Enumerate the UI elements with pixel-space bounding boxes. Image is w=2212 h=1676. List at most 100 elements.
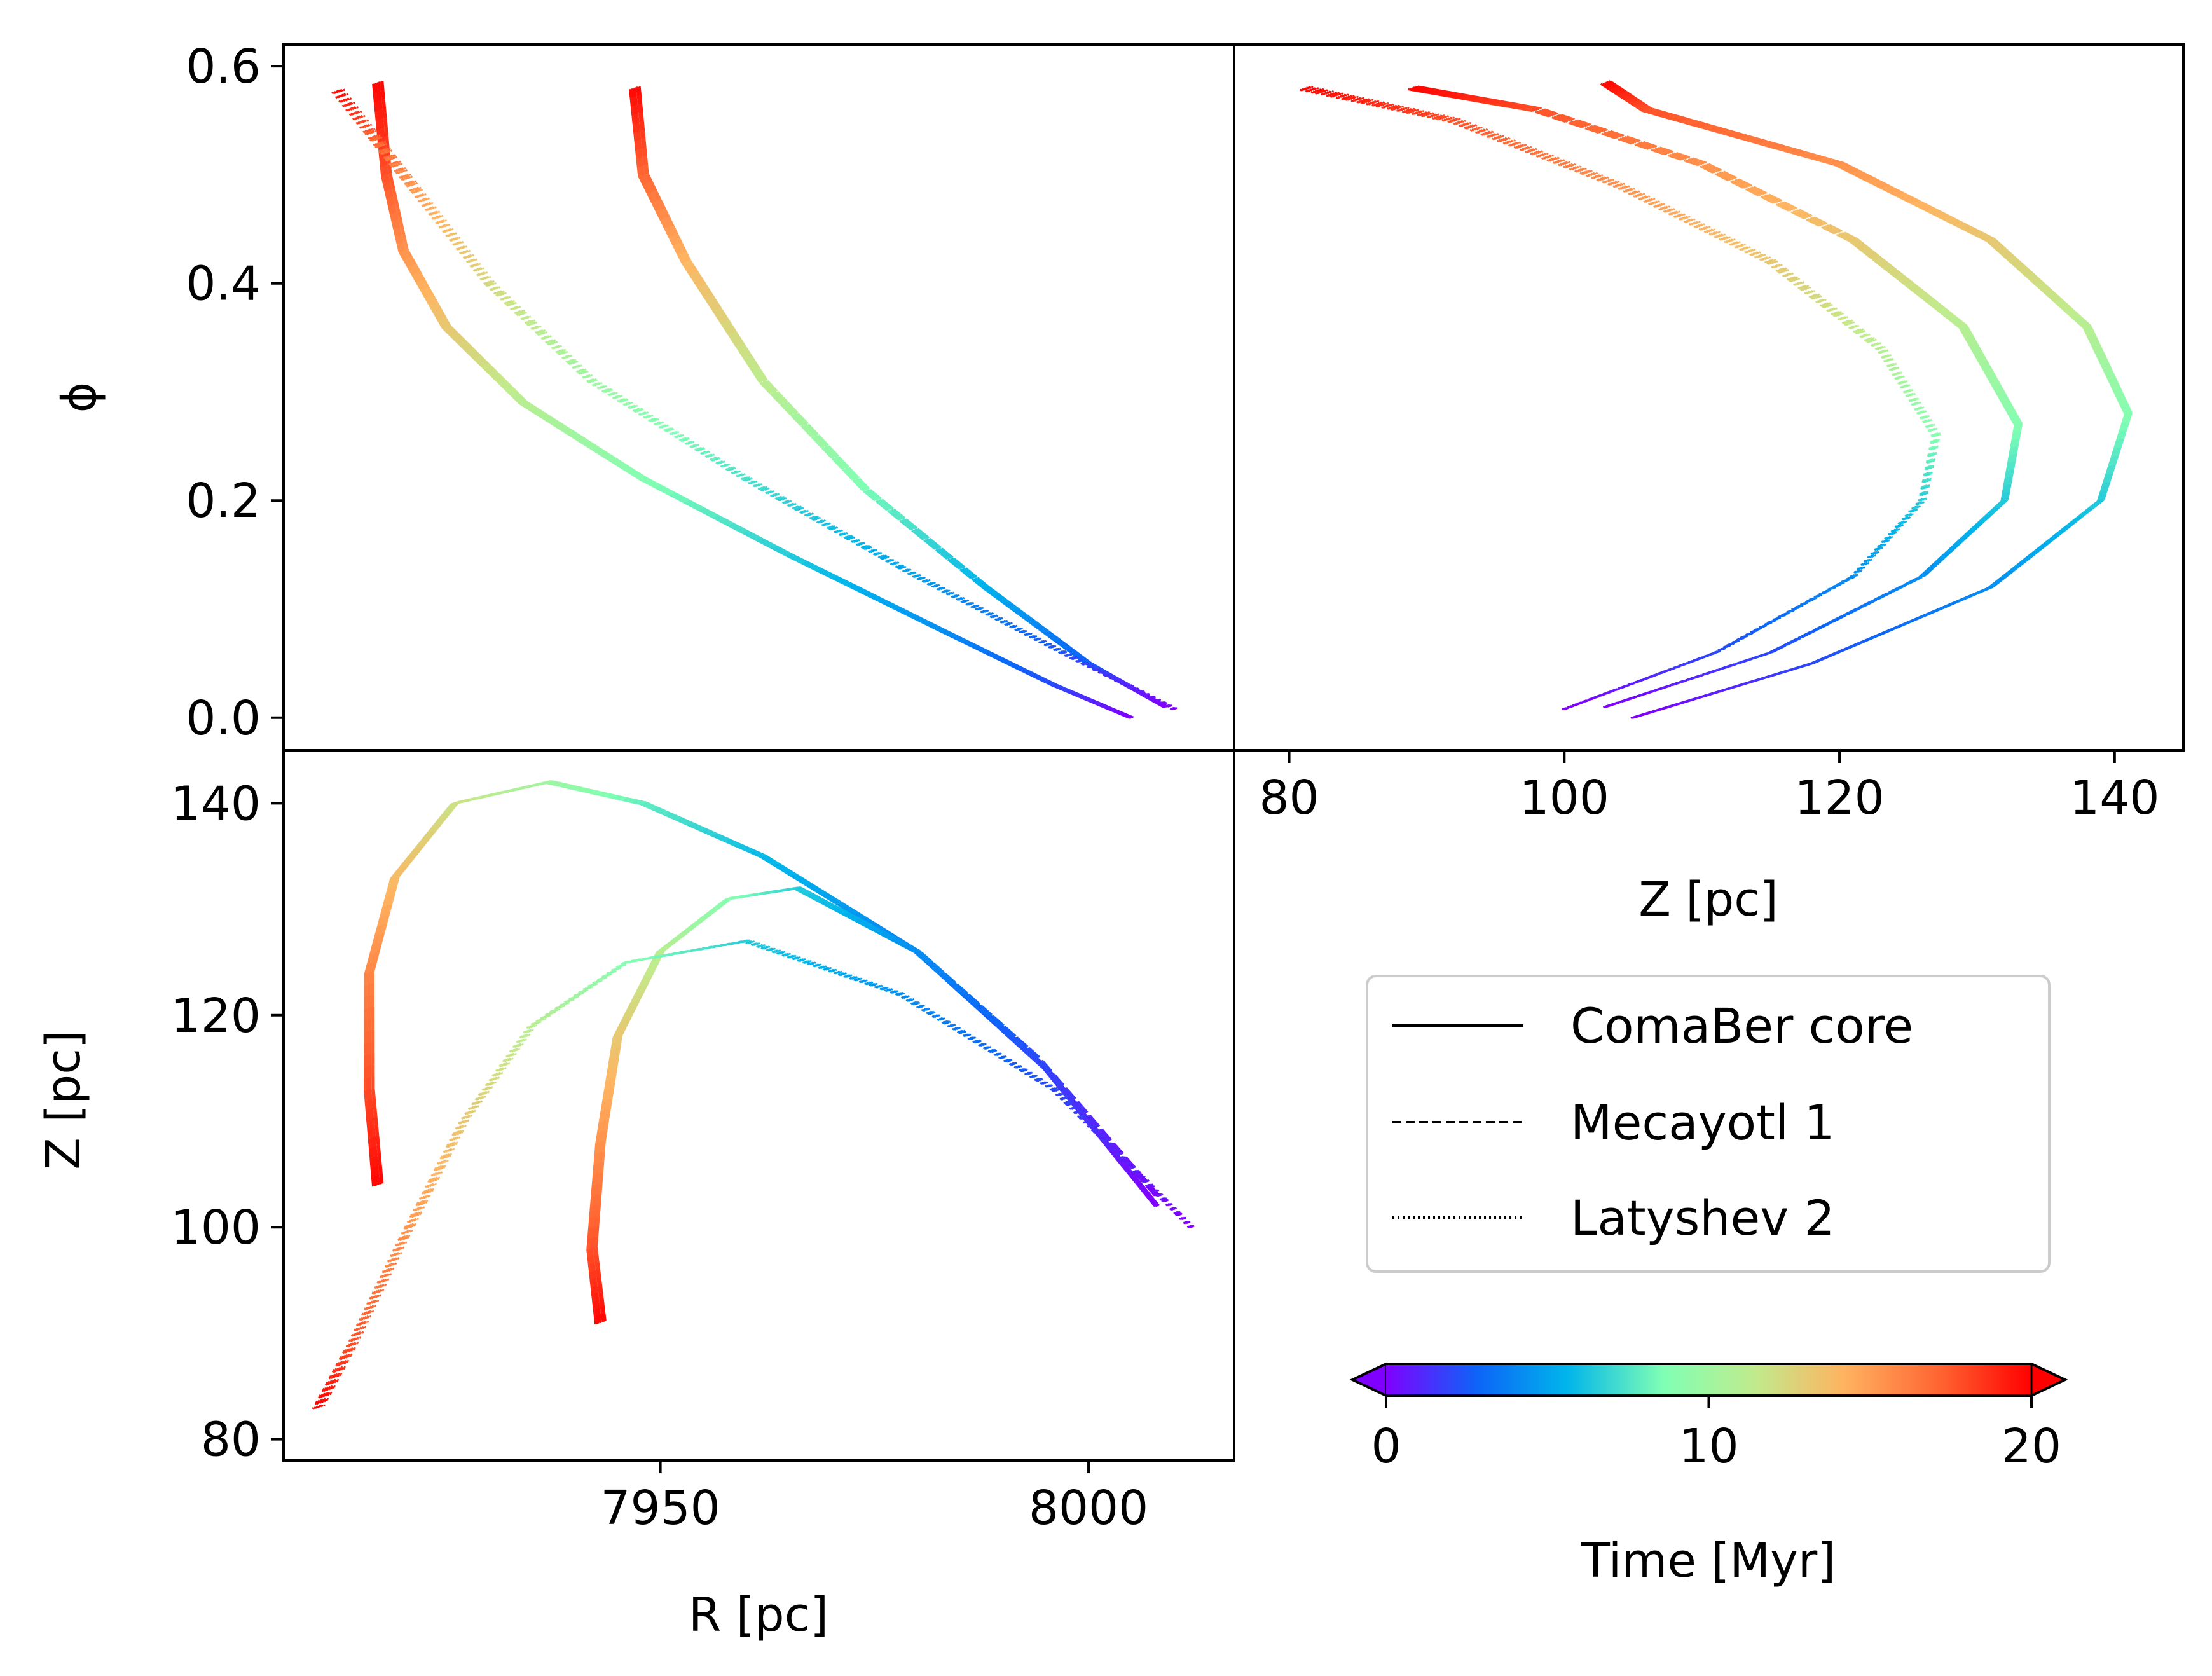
trajectory-segment xyxy=(1700,126,1720,134)
trajectory-segment xyxy=(378,120,381,130)
trajectory-segment xyxy=(683,501,699,511)
trajectory-segment xyxy=(639,121,642,130)
trajectory-segment xyxy=(432,203,441,214)
trajectory-segment xyxy=(673,492,689,502)
trajectory-segment xyxy=(388,173,392,181)
trajectory-segment xyxy=(572,360,584,371)
trajectory-segment xyxy=(490,372,499,381)
trajectory-segment xyxy=(636,140,639,149)
trajectory-segment xyxy=(678,253,685,263)
trajectory-segment xyxy=(801,424,813,437)
trajectory-segment xyxy=(2111,456,2116,466)
trajectory-segment xyxy=(721,321,731,334)
trajectory-segment xyxy=(1165,702,1178,710)
trajectory-segment xyxy=(1013,610,1025,619)
trajectory-segment xyxy=(544,330,556,342)
trajectory-segment xyxy=(928,537,942,549)
trajectory-segment xyxy=(374,136,381,144)
trajectory-segment xyxy=(725,320,734,333)
trajectory-segment xyxy=(1702,125,1722,133)
trajectory-segment xyxy=(474,265,483,275)
trajectory-segment xyxy=(450,240,458,251)
trajectory-segment xyxy=(427,203,436,214)
trajectory-segment xyxy=(504,291,516,303)
trajectory-segment xyxy=(396,244,401,252)
trajectory-segment xyxy=(712,296,722,309)
trajectory-segment xyxy=(465,340,474,350)
trajectory-segment xyxy=(1946,216,1962,225)
trajectory-segment xyxy=(441,327,451,336)
trajectory-segment xyxy=(746,530,762,540)
trajectory-segment xyxy=(495,371,505,380)
trajectory-segment xyxy=(668,226,675,236)
trajectory-segment xyxy=(1618,89,1623,94)
trajectory-segment xyxy=(820,568,837,578)
trajectory-segment xyxy=(504,387,513,397)
trajectory-segment xyxy=(689,259,699,273)
trajectory-segment xyxy=(525,401,538,410)
trajectory-segment xyxy=(727,333,737,347)
trajectory-segment xyxy=(790,553,806,563)
trajectory-segment xyxy=(422,279,429,288)
trajectory-segment xyxy=(1961,223,1977,233)
trajectory-segment xyxy=(1068,647,1079,656)
trajectory-segment xyxy=(462,247,471,258)
trajectory-segment xyxy=(1855,170,1871,179)
trajectory-segment xyxy=(377,110,380,120)
trajectory-segment xyxy=(641,112,644,121)
trajectory-segment xyxy=(1611,83,1616,88)
trajectory-segment xyxy=(1078,654,1090,664)
trajectory-segment xyxy=(928,621,945,631)
trajectory-segment xyxy=(486,273,495,283)
trajectory-segment xyxy=(1796,153,1817,161)
trajectory-segment xyxy=(971,577,985,589)
trajectory-segment xyxy=(986,586,998,595)
trajectory-segment xyxy=(716,308,725,322)
trajectory-segment xyxy=(410,190,417,198)
trajectory-segment xyxy=(863,489,877,501)
trajectory-segment xyxy=(502,378,511,387)
trajectory-segment xyxy=(344,100,349,106)
trajectory-segment xyxy=(2103,474,2108,484)
trajectory-segment xyxy=(417,188,424,196)
trajectory-segment xyxy=(547,341,560,353)
trajectory-segment xyxy=(2112,378,2118,388)
trajectory-segment xyxy=(443,317,450,326)
trajectory-segment xyxy=(640,175,646,184)
trajectory-segment xyxy=(399,219,402,227)
trajectory-segment xyxy=(785,554,802,564)
trajectory-segment xyxy=(665,227,671,237)
trajectory-segment xyxy=(397,235,401,244)
trajectory-segment xyxy=(1721,130,1741,138)
trajectory-segment xyxy=(407,266,413,275)
trajectory-segment xyxy=(509,301,521,313)
trajectory-segment xyxy=(2000,247,2012,258)
trajectory-segment xyxy=(771,547,787,556)
trajectory-segment xyxy=(404,242,408,250)
trajectory-segment xyxy=(462,340,471,350)
trajectory-segment xyxy=(331,88,336,94)
trajectory-segment xyxy=(2061,299,2073,310)
trajectory-segment xyxy=(420,271,426,281)
trajectory-segment xyxy=(403,234,408,242)
trajectory-segment xyxy=(2106,482,2110,491)
trajectory-segment xyxy=(389,164,397,172)
trajectory-segment xyxy=(1062,687,1071,692)
trajectory-segment xyxy=(677,243,683,253)
trajectory-segment xyxy=(911,528,924,540)
trajectory-segment xyxy=(827,444,839,457)
trajectory-segment xyxy=(424,296,430,306)
trajectory-segment xyxy=(581,370,593,381)
trajectory-segment xyxy=(2030,273,2040,284)
trajectory-segment xyxy=(646,164,649,174)
trajectory-segment xyxy=(992,594,1004,604)
trajectory-segment xyxy=(596,446,610,456)
trajectory-segment xyxy=(404,258,411,267)
trajectory-segment xyxy=(407,249,413,258)
trajectory-segment xyxy=(867,591,883,601)
trajectory-segment xyxy=(731,523,747,532)
trajectory-segment xyxy=(2023,264,2034,275)
trajectory-segment xyxy=(720,322,729,335)
trajectory-segment xyxy=(621,462,634,471)
trajectory-segment xyxy=(945,558,959,570)
